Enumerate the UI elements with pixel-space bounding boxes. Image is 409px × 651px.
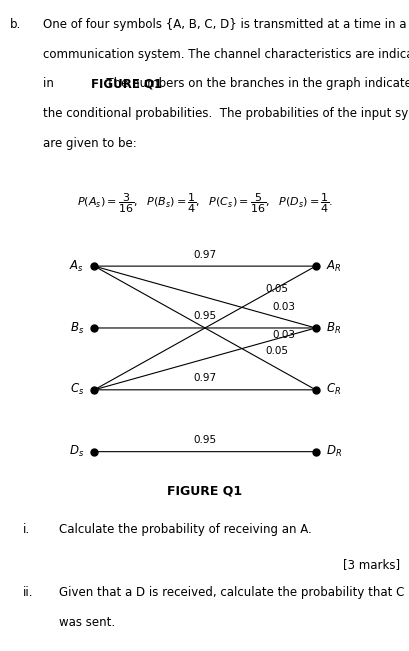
Text: b.: b. — [10, 18, 21, 31]
Text: ii.: ii. — [22, 586, 33, 599]
Text: Calculate the probability of receiving an A.: Calculate the probability of receiving a… — [59, 523, 311, 536]
Text: was sent.: was sent. — [59, 616, 115, 629]
Text: 0.95: 0.95 — [193, 311, 216, 322]
Text: $D_R$: $D_R$ — [325, 444, 341, 459]
Text: $A_R$: $A_R$ — [325, 258, 341, 273]
Text: the conditional probabilities.  The probabilities of the input symbols: the conditional probabilities. The proba… — [43, 107, 409, 120]
Text: in            . The numbers on the branches in the graph indicate: in . The numbers on the branches in the … — [43, 77, 409, 90]
Text: i.: i. — [22, 523, 29, 536]
Text: 0.05: 0.05 — [265, 284, 288, 294]
Text: 0.95: 0.95 — [193, 435, 216, 445]
Text: $C_s$: $C_s$ — [70, 382, 84, 397]
Text: FIGURE Q1: FIGURE Q1 — [167, 484, 242, 497]
Text: $B_s$: $B_s$ — [70, 320, 84, 335]
Text: 0.97: 0.97 — [193, 249, 216, 260]
Text: $D_s$: $D_s$ — [69, 444, 84, 459]
Text: [3 marks]: [3 marks] — [342, 559, 399, 572]
Text: are given to be:: are given to be: — [43, 137, 137, 150]
Text: 0.97: 0.97 — [193, 373, 216, 383]
Text: 0.03: 0.03 — [271, 329, 294, 340]
Text: FIGURE Q1: FIGURE Q1 — [91, 77, 162, 90]
Text: communication system. The channel characteristics are indicated: communication system. The channel charac… — [43, 48, 409, 61]
Text: $C_R$: $C_R$ — [325, 382, 340, 397]
Text: 0.05: 0.05 — [265, 346, 288, 356]
Text: Given that a D is received, calculate the probability that C: Given that a D is received, calculate th… — [59, 586, 404, 599]
Text: $P(A_s) = \dfrac{3}{16},\ \ P(B_s) = \dfrac{1}{4},\ \ P(C_s) = \dfrac{5}{16},\ \: $P(A_s) = \dfrac{3}{16},\ \ P(B_s) = \df… — [76, 191, 333, 215]
Text: $A_s$: $A_s$ — [69, 258, 84, 273]
Text: One of four symbols {A, B, C, D} is transmitted at a time in a digital: One of four symbols {A, B, C, D} is tran… — [43, 18, 409, 31]
Text: $B_R$: $B_R$ — [325, 320, 340, 335]
Text: 0.03: 0.03 — [271, 303, 294, 312]
